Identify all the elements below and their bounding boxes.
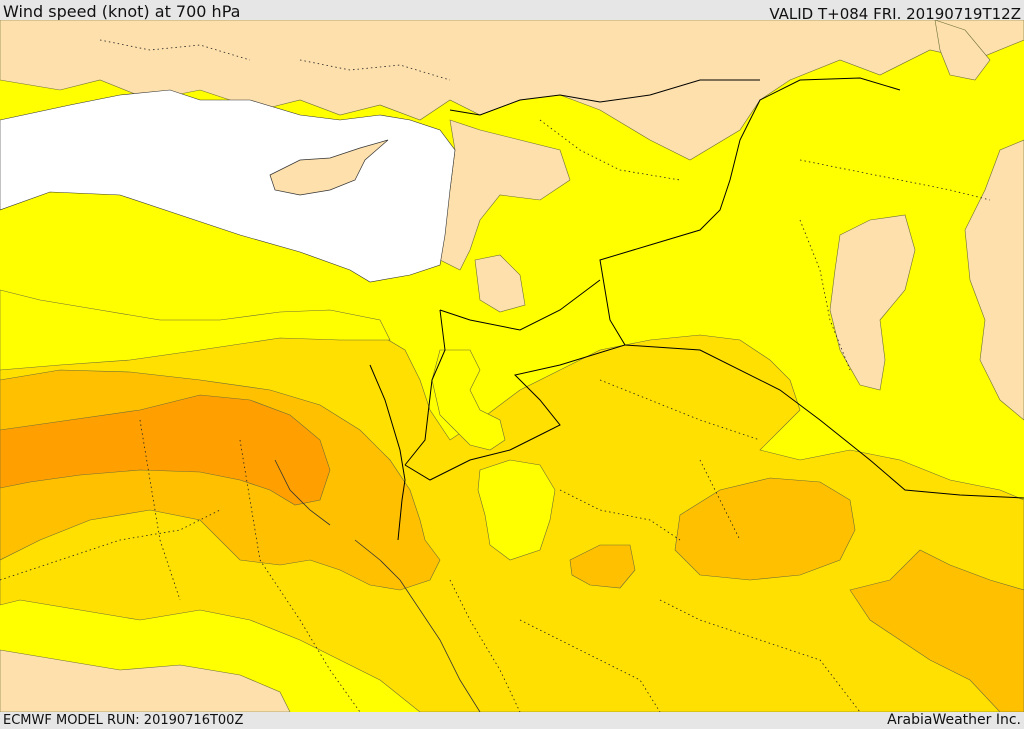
band-3-saudi [674, 477, 856, 581]
map-title: Wind speed (knot) at 700 hPa [3, 2, 241, 21]
cyprus-island [269, 139, 389, 196]
band-1-hole-saudi [477, 459, 556, 561]
iraq-low-wind [829, 214, 916, 391]
valid-time-label: VALID T+084 FRI. 20190719T12Z [769, 5, 1021, 23]
credit-label: ArabiaWeather Inc. [887, 712, 1021, 728]
water-outlines [274, 459, 481, 712]
band-1-hole-jordan [431, 349, 506, 451]
country-borders [369, 77, 1024, 541]
band-1-hole-sea [0, 289, 391, 371]
band-3-south-east [849, 549, 1024, 712]
wind-speed-map [0, 20, 1024, 712]
province-borders [0, 39, 991, 712]
map-canvas[interactable] [0, 20, 1024, 712]
syria-low-wind [474, 254, 526, 313]
iran-low-wind [964, 139, 1024, 421]
model-run-label: ECMWF MODEL RUN: 20190716T00Z [3, 713, 244, 728]
band-3-hijaz [569, 544, 636, 589]
egypt-low-wind [0, 649, 291, 712]
mideast-low-wind-east [934, 20, 991, 81]
band-4-fill [0, 394, 331, 506]
mediterranean-sea [0, 89, 456, 283]
